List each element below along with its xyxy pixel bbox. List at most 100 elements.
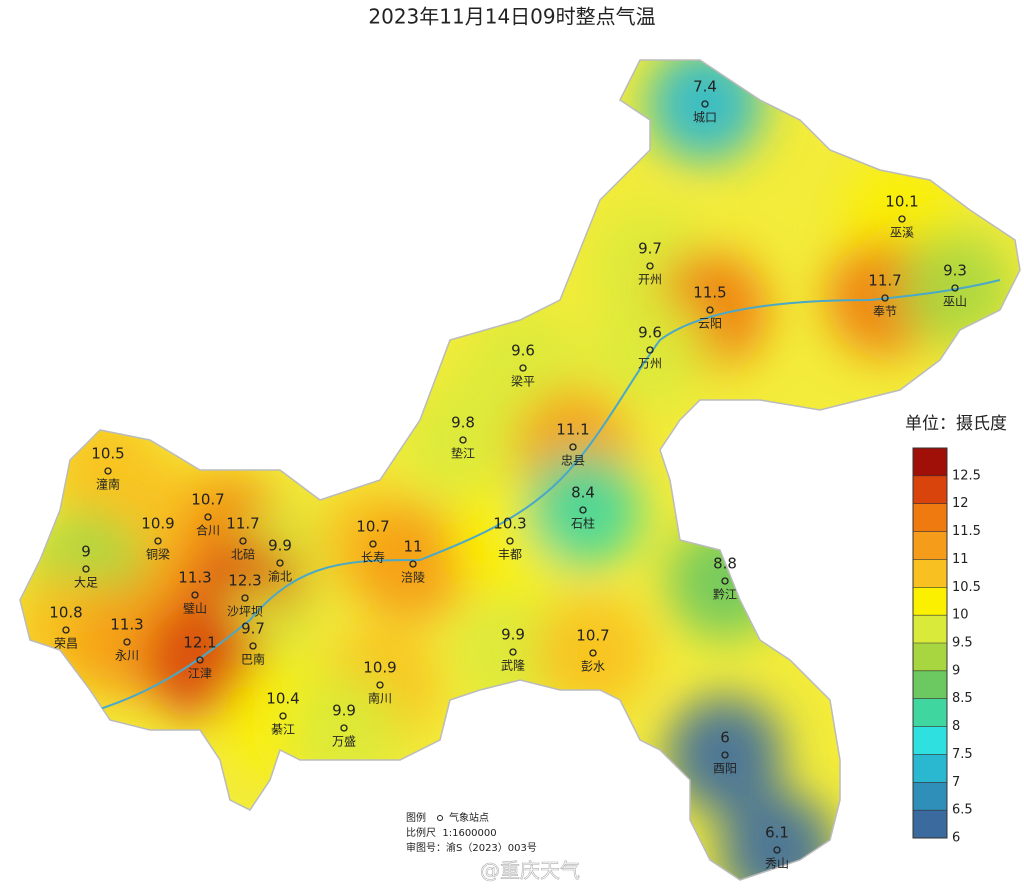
station-value: 10.3 bbox=[493, 515, 526, 533]
station-value: 10.7 bbox=[191, 491, 224, 509]
station-name: 万盛 bbox=[332, 734, 356, 749]
legend-tick-label: 12 bbox=[952, 496, 969, 511]
station-value: 12.1 bbox=[183, 634, 216, 652]
station-dot bbox=[82, 565, 90, 573]
legend-tick-label: 6.5 bbox=[952, 803, 973, 818]
legend-swatch bbox=[913, 726, 947, 755]
station-name: 大足 bbox=[74, 576, 98, 590]
station-name: 长寿 bbox=[361, 551, 385, 565]
legend-tick-label: 7.5 bbox=[952, 747, 973, 762]
legend-tick-label: 8 bbox=[952, 719, 960, 734]
station-dot bbox=[506, 537, 514, 545]
station-value: 10.1 bbox=[885, 193, 918, 211]
station-value: 10.9 bbox=[363, 659, 396, 677]
legend-swatch bbox=[913, 531, 947, 560]
station-dot bbox=[701, 100, 709, 108]
station-dot bbox=[773, 846, 781, 854]
legend-tick-label: 10.5 bbox=[952, 580, 981, 595]
station-value: 10.9 bbox=[141, 515, 174, 533]
station-value: 8.8 bbox=[713, 555, 737, 573]
station-dot bbox=[898, 215, 906, 223]
legend-swatch bbox=[913, 615, 947, 643]
station-dot bbox=[239, 537, 247, 545]
station-value: 9.3 bbox=[943, 262, 967, 280]
station-dot bbox=[276, 559, 284, 567]
station-value: 12.3 bbox=[228, 572, 261, 590]
station-dot bbox=[204, 513, 212, 521]
footnote-station: 气象站点 bbox=[449, 811, 489, 824]
legend-title: 单位：摄氏度 bbox=[905, 414, 1007, 434]
station-value: 11.7 bbox=[226, 515, 259, 533]
station-name: 城口 bbox=[693, 111, 717, 125]
station-dot bbox=[881, 294, 889, 302]
station-value: 9.9 bbox=[501, 626, 525, 644]
station-value: 11 bbox=[403, 538, 422, 556]
station-dot bbox=[409, 560, 417, 568]
station-value: 9.6 bbox=[638, 324, 662, 342]
station-value: 6 bbox=[720, 729, 730, 747]
station-name: 南川 bbox=[368, 691, 392, 706]
watermark: @重庆天气 bbox=[480, 859, 580, 883]
footnote-legend: 图例 bbox=[406, 811, 426, 824]
station-dot bbox=[279, 712, 287, 720]
legend-swatch bbox=[913, 670, 947, 699]
station-dot bbox=[241, 594, 249, 602]
station-name: 武隆 bbox=[501, 658, 525, 673]
legend-swatch bbox=[913, 503, 947, 532]
station-dot bbox=[340, 724, 348, 732]
station-name: 忠县 bbox=[561, 454, 585, 468]
stations: 7.4 城口 10.1 巫溪 9.7 开州 11.7 奉节 9.3 巫山 11.5 云阳 9.6 万州 9.… bbox=[49, 78, 967, 871]
station-value: 6.1 bbox=[765, 824, 789, 842]
temperature-blob bbox=[286, 670, 402, 786]
legend-tick-label: 9.5 bbox=[952, 636, 973, 651]
station-value: 11.5 bbox=[693, 284, 726, 302]
map-title: 2023年11月14日09时整点气温 bbox=[368, 5, 655, 29]
station-name: 沙坪坝 bbox=[227, 605, 263, 619]
legend-tick-label: 10 bbox=[952, 608, 969, 623]
station-name: 秀山 bbox=[765, 857, 789, 871]
legend-swatch bbox=[913, 754, 947, 783]
temperature-blob bbox=[525, 452, 641, 568]
station-name: 江津 bbox=[188, 667, 212, 681]
station-value: 9.9 bbox=[268, 537, 292, 555]
station-dot bbox=[646, 346, 654, 354]
legend-tick-label: 11 bbox=[952, 552, 969, 567]
station-name: 荣昌 bbox=[54, 637, 78, 651]
legend-swatch bbox=[913, 448, 947, 476]
station-name: 彭水 bbox=[581, 660, 605, 674]
station-dot bbox=[104, 467, 112, 475]
station-value: 9.7 bbox=[638, 240, 662, 258]
station-value: 9.7 bbox=[241, 620, 265, 638]
station-name: 丰都 bbox=[498, 548, 522, 562]
station-name: 北碚 bbox=[231, 547, 255, 562]
station-dot bbox=[62, 626, 70, 634]
station-dot bbox=[579, 506, 587, 514]
station-name: 涪陵 bbox=[401, 570, 425, 585]
legend-tick-label: 11.5 bbox=[952, 524, 981, 539]
station-name: 垫江 bbox=[451, 446, 475, 461]
station-value: 9.8 bbox=[451, 414, 475, 432]
station-dot bbox=[459, 436, 467, 444]
footnote-approval: 审图号：渝S（2023）003号 bbox=[406, 841, 537, 854]
station-value: 8.4 bbox=[571, 484, 595, 502]
station-value: 10.4 bbox=[266, 690, 299, 708]
legend: 6 6.5 7 7.5 8 8.5 9 9.5 10 10.5 11 11.5 12 12.5 bbox=[912, 447, 981, 846]
station-name: 酉阳 bbox=[713, 762, 737, 776]
legend-swatch bbox=[913, 643, 947, 671]
station-dot bbox=[569, 443, 577, 451]
temperature-blob bbox=[592, 292, 708, 408]
legend-tick-label: 7 bbox=[952, 775, 960, 790]
station-dot bbox=[519, 364, 527, 372]
station-name: 云阳 bbox=[698, 317, 722, 331]
station-name: 永川 bbox=[115, 649, 139, 663]
station-dot bbox=[509, 648, 517, 656]
station-dot bbox=[249, 642, 257, 650]
station-dot bbox=[376, 681, 384, 689]
legend-tick-label: 8.5 bbox=[952, 691, 973, 706]
legend-swatch bbox=[913, 475, 947, 504]
temperature-blob bbox=[355, 506, 471, 622]
footnote-station-icon bbox=[437, 815, 443, 821]
station-name: 潼南 bbox=[96, 477, 120, 492]
station-value: 11.3 bbox=[178, 569, 211, 587]
